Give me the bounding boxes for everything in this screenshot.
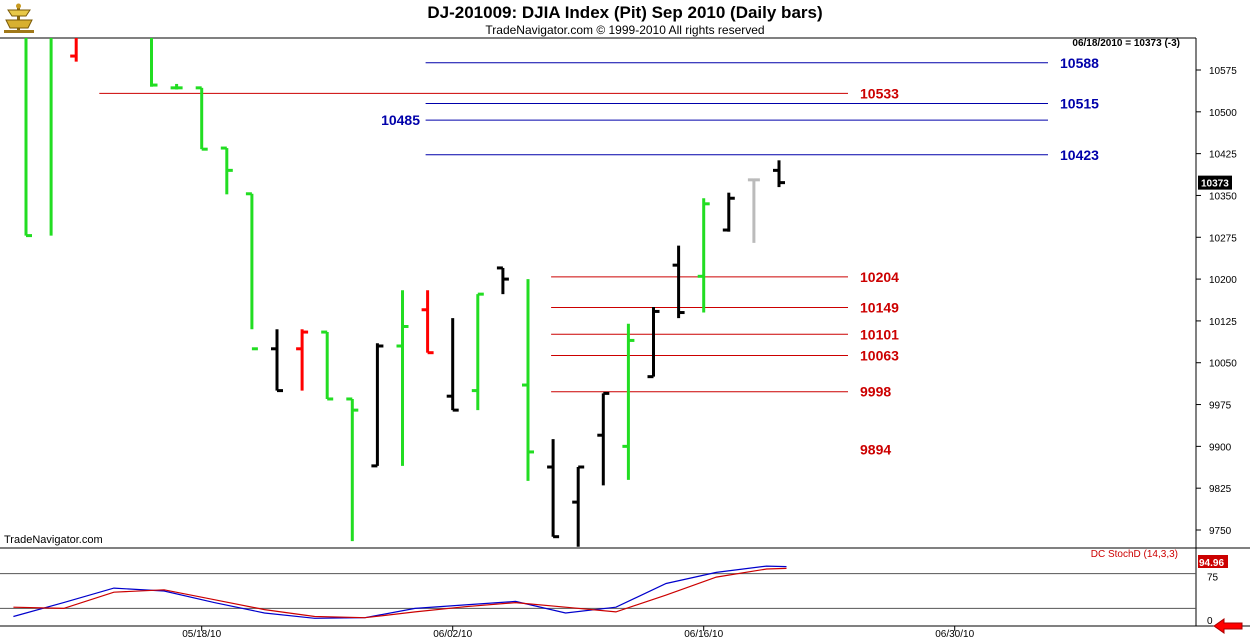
- last-price-badge-text: 10373: [1201, 179, 1229, 190]
- level-label: 10515: [1060, 95, 1099, 111]
- level-label: 10588: [1060, 55, 1099, 71]
- chart-subtitle: TradeNavigator.com © 1999-2010 All right…: [485, 23, 765, 37]
- stoch-value-badge: [1198, 555, 1228, 568]
- stoch-series-line: [13, 567, 787, 619]
- price-axis-tick-label: 10275: [1209, 233, 1237, 244]
- price-axis-tick-label: 10575: [1209, 66, 1237, 77]
- chart-title: DJ-201009: DJIA Index (Pit) Sep 2010 (Da…: [427, 3, 823, 22]
- price-axis-tick-label: 10500: [1209, 108, 1237, 119]
- date-axis-tick-label: 06/16/10: [684, 629, 723, 640]
- date-axis-tick-label: 06/02/10: [433, 629, 472, 640]
- stoch-axis-tick-label: 75: [1207, 573, 1219, 584]
- price-axis-tick-label: 9750: [1209, 526, 1232, 537]
- price-axis-tick-label: 10425: [1209, 150, 1237, 161]
- date-axis-tick-label: 05/18/10: [182, 629, 221, 640]
- level-label: 9998: [860, 384, 891, 400]
- watermark: TradeNavigator.com: [4, 534, 103, 546]
- stoch-value-badge-text: 94.96: [1199, 558, 1224, 569]
- level-label: 10101: [860, 326, 899, 342]
- price-axis-tick-label: 9900: [1209, 442, 1232, 453]
- level-label: 10149: [860, 300, 899, 316]
- price-axis-tick-label: 9825: [1209, 484, 1232, 495]
- level-label: 10063: [860, 347, 899, 363]
- stochastic-study-label: DC StochD (14,3,3): [1090, 549, 1178, 560]
- level-label: 10423: [1060, 147, 1099, 163]
- price-axis-tick-label: 10350: [1209, 191, 1237, 202]
- price-axis-tick-label: 10200: [1209, 275, 1237, 286]
- stoch-axis-tick-label: 0: [1207, 616, 1213, 627]
- level-label: 9894: [860, 442, 891, 458]
- price-axis-tick-label: 9975: [1209, 401, 1232, 412]
- last-price-info: 06/18/2010 = 10373 (-3): [1072, 38, 1180, 49]
- date-axis-tick-label: 06/30/10: [935, 629, 974, 640]
- level-label: 10533: [860, 85, 899, 101]
- price-axis-tick-label: 10050: [1209, 359, 1237, 370]
- level-label: 10204: [860, 269, 899, 285]
- price-axis-tick-label: 10125: [1209, 317, 1237, 328]
- trade-navigator-logo-icon: [4, 3, 34, 33]
- scroll-left-arrow-icon[interactable]: [1212, 617, 1244, 635]
- level-label: 10485: [381, 112, 420, 128]
- last-price-badge: [1198, 175, 1232, 190]
